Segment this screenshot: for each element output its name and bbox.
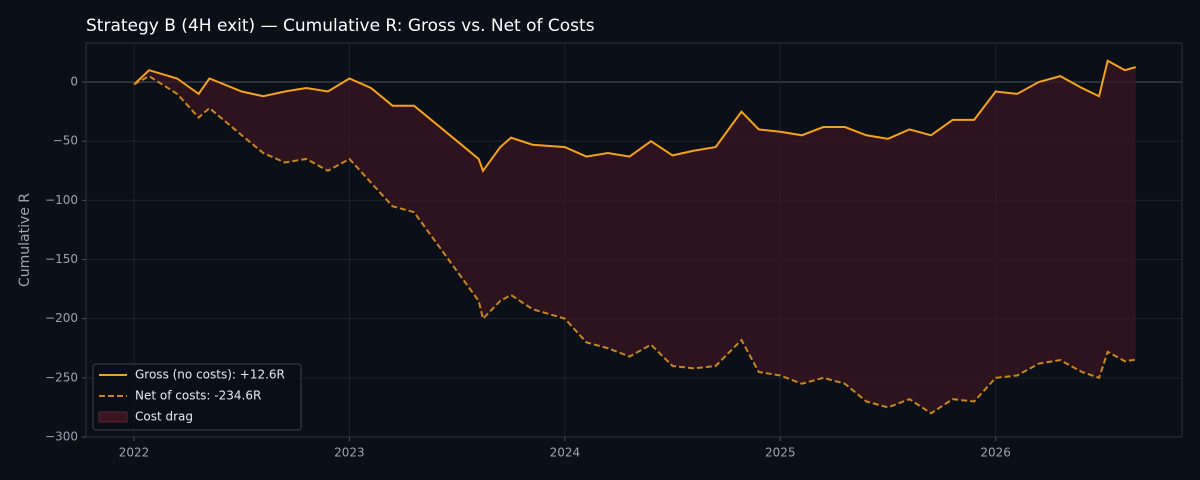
- y-tick-label: −150: [45, 252, 78, 266]
- y-tick-label: 0: [70, 75, 78, 89]
- x-tick-label: 2025: [765, 446, 796, 460]
- y-tick-label: −250: [45, 370, 78, 384]
- y-tick-label: −100: [45, 193, 78, 207]
- x-tick-label: 2026: [980, 446, 1011, 460]
- x-tick-label: 2024: [550, 446, 581, 460]
- legend-label: Gross (no costs): +12.6R: [135, 368, 285, 382]
- series-line: [133, 74, 1136, 415]
- legend-label: Cost drag: [135, 410, 193, 424]
- series-line: [133, 59, 1136, 173]
- legend-box: [92, 363, 302, 431]
- y-tick-label: −50: [53, 134, 78, 148]
- x-tick-label: 2023: [334, 446, 365, 460]
- y-tick-label: −300: [45, 430, 78, 444]
- plot-frame: [85, 42, 1183, 438]
- chart-title: Strategy B (4H exit) — Cumulative R: Gro…: [86, 16, 595, 36]
- y-tick-label: −200: [45, 311, 78, 325]
- y-axis-label: Cumulative R: [17, 193, 33, 287]
- x-tick-label: 2022: [119, 446, 150, 460]
- cost-drag-area: [134, 60, 1136, 414]
- legend-label: Net of costs: -234.6R: [135, 389, 261, 403]
- legend-swatch: [98, 411, 128, 423]
